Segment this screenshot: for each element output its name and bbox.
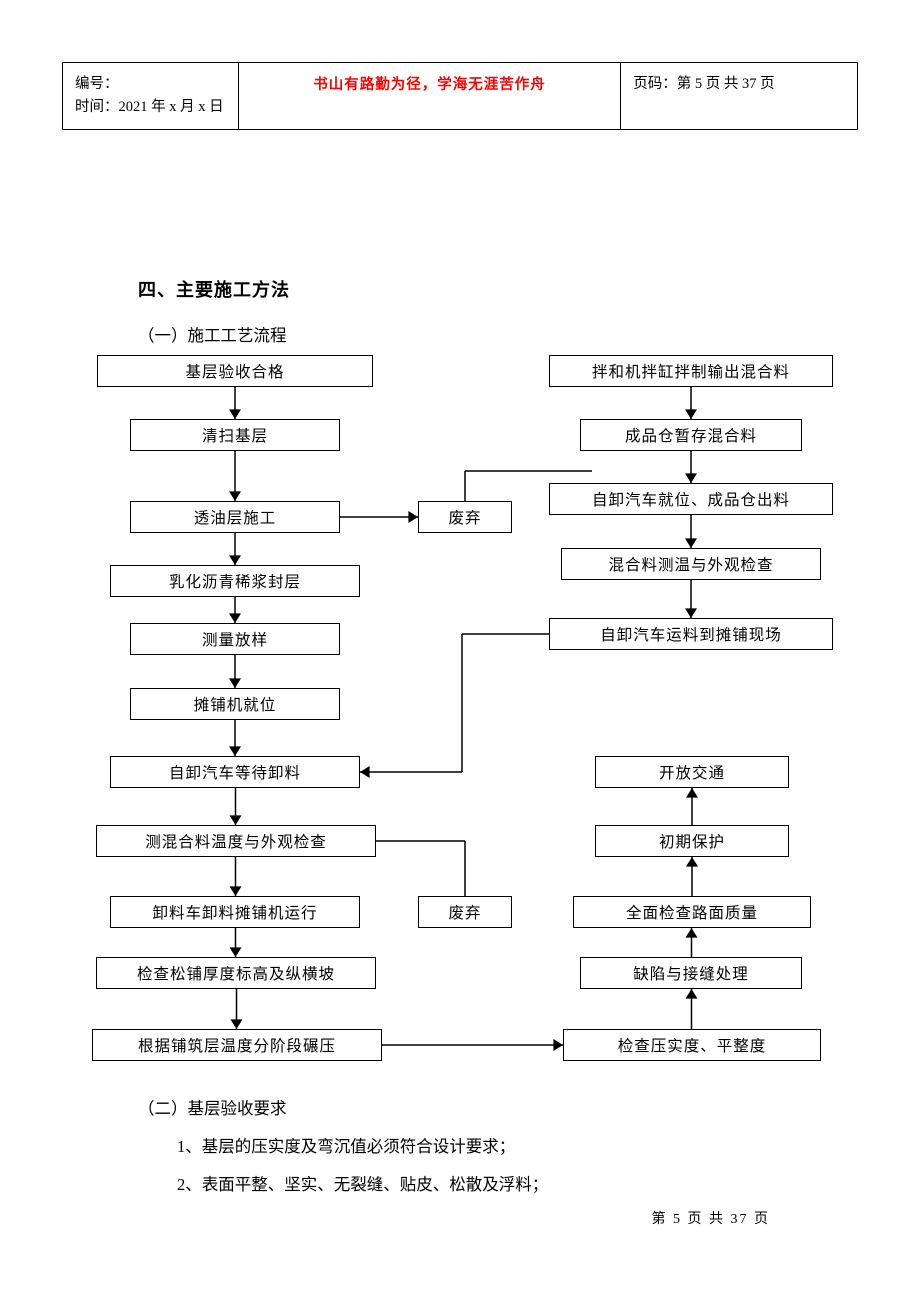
flow-node: 混合料测温与外观检查 (561, 548, 821, 580)
flow-node: 基层验收合格 (97, 355, 373, 387)
flow-node: 自卸汽车就位、成品仓出料 (549, 483, 833, 515)
flow-node: 拌和机拌缸拌制输出混合料 (549, 355, 833, 387)
flow-node: 清扫基层 (130, 419, 340, 451)
flow-node: 缺陷与接缝处理 (580, 957, 802, 989)
flow-node: 检查松铺厚度标高及纵横坡 (96, 957, 376, 989)
footer-page: 第 5 页 共 37 页 (0, 1208, 920, 1228)
flow-node: 透油层施工 (130, 501, 340, 533)
header-page: 页码：第 5 页 共 37 页 (621, 63, 858, 130)
flow-node: 自卸汽车运料到摊铺现场 (549, 618, 833, 650)
flow-node: 初期保护 (595, 825, 789, 857)
requirement-1: 1、基层的压实度及弯沉值必须符合设计要求； (177, 1133, 515, 1157)
subsection-1: （一）施工工艺流程 (138, 322, 287, 346)
flow-node: 摊铺机就位 (130, 688, 340, 720)
flow-node: 开放交通 (595, 756, 789, 788)
flow-node: 根据铺筑层温度分阶段碾压 (92, 1029, 382, 1061)
flow-node: 卸料车卸料摊铺机运行 (110, 896, 360, 928)
subsection-2: （二）基层验收要求 (138, 1095, 287, 1119)
date-label: 时间： (75, 99, 119, 115)
flowchart: 基层验收合格清扫基层透油层施工乳化沥青稀浆封层测量放样摊铺机就位自卸汽车等待卸料… (92, 355, 834, 1079)
requirement-2: 2、表面平整、坚实、无裂缝、贴皮、松散及浮料； (177, 1171, 548, 1195)
flow-node: 测量放样 (130, 623, 340, 655)
header-motto: 书山有路勤为径，学海无涯苦作舟 (238, 63, 620, 130)
header-left-cell: 编号： 时间：2021 年 x 月 x 日 (63, 63, 239, 130)
flow-node: 废弃 (418, 501, 512, 533)
section-title: 四、主要施工方法 (138, 276, 290, 302)
flow-node: 全面检查路面质量 (573, 896, 811, 928)
flow-node: 成品仓暂存混合料 (580, 419, 802, 451)
header-table: 编号： 时间：2021 年 x 月 x 日 书山有路勤为径，学海无涯苦作舟 页码… (62, 62, 858, 130)
date-value: 2021 年 x 月 x 日 (119, 99, 224, 115)
flow-node: 废弃 (418, 896, 512, 928)
flow-node: 检查压实度、平整度 (563, 1029, 821, 1061)
flow-node: 乳化沥青稀浆封层 (110, 565, 360, 597)
flow-node: 自卸汽车等待卸料 (110, 756, 360, 788)
serial-label: 编号： (75, 76, 119, 92)
flow-node: 测混合料温度与外观检查 (96, 825, 376, 857)
